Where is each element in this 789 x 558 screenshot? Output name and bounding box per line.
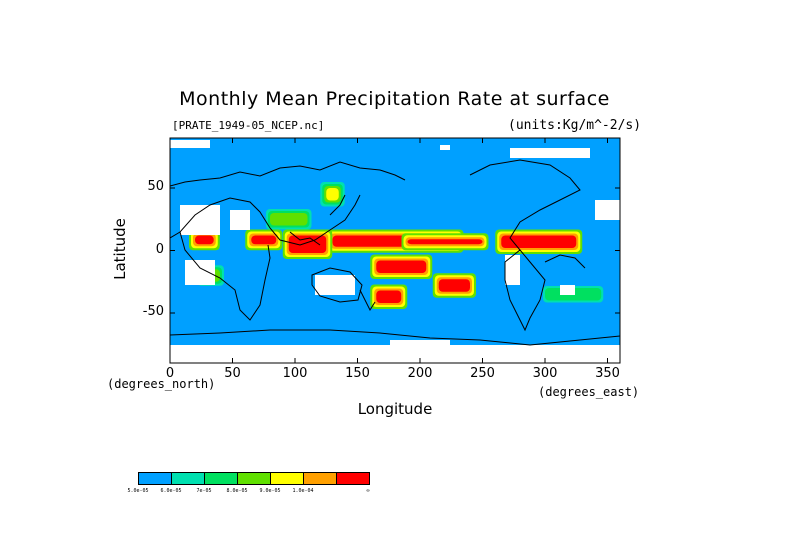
x-tick-label: 200	[407, 366, 433, 381]
precip-region-7-band-3	[251, 235, 277, 245]
legend-label: 9.0e-05	[259, 488, 281, 494]
x-tick-label: 100	[282, 366, 308, 381]
precip-region-1-band-3	[407, 239, 483, 245]
tick-marks	[169, 138, 620, 363]
chart-title: Monthly Mean Precipitation Rate at surfa…	[179, 88, 610, 110]
x-axis-unit: (degrees_east)	[538, 385, 640, 399]
x-tick-label: 150	[345, 366, 370, 381]
legend-label: 7e-05	[196, 488, 212, 494]
precip-region-10-band-3	[270, 213, 308, 226]
legend-swatch	[171, 472, 205, 485]
x-tick-label: 350	[595, 366, 620, 381]
x-axis-label: Longitude	[357, 400, 433, 418]
legend-label: 5.0e-05	[127, 488, 149, 494]
legend-swatch	[138, 472, 172, 485]
y-tick-label: 50	[147, 179, 164, 194]
legend-label: 1.0e-04	[292, 488, 314, 494]
legend-swatch	[336, 472, 370, 485]
legend-swatch	[204, 472, 238, 485]
precip-region-9-band-3	[326, 188, 339, 201]
x-tick-label: 250	[470, 366, 495, 381]
legend-swatch	[237, 472, 271, 485]
missing-data-patches	[170, 140, 620, 363]
y-tick-label: -50	[142, 304, 164, 319]
precip-region-3-band-3	[438, 279, 470, 292]
y-axis-unit: (degrees_north)	[107, 377, 216, 391]
precip-region-6-band-3	[195, 235, 214, 245]
x-tick-label: 50	[224, 366, 241, 381]
x-tick-label: 300	[532, 366, 558, 381]
precip-region-2-band-3	[376, 260, 427, 273]
dataset-filename: [PRATE_1949-05_NCEP.nc]	[172, 119, 325, 132]
x-tick-label: 0	[165, 366, 175, 381]
precip-region-5-band-3	[501, 235, 577, 248]
units-label: (units:Kg/m^-2/s)	[508, 118, 642, 133]
precip-region-4-band-3	[288, 235, 327, 253]
legend-swatch	[303, 472, 337, 485]
legend-label: 8.0e-05	[226, 488, 248, 494]
legend-label: 6.0e-05	[160, 488, 182, 494]
coastlines	[170, 159, 620, 346]
y-tick-label: 0	[155, 241, 164, 257]
legend-label: ∞	[366, 488, 370, 494]
precip-region-8-band-3	[376, 290, 402, 303]
legend-swatch	[270, 472, 304, 485]
